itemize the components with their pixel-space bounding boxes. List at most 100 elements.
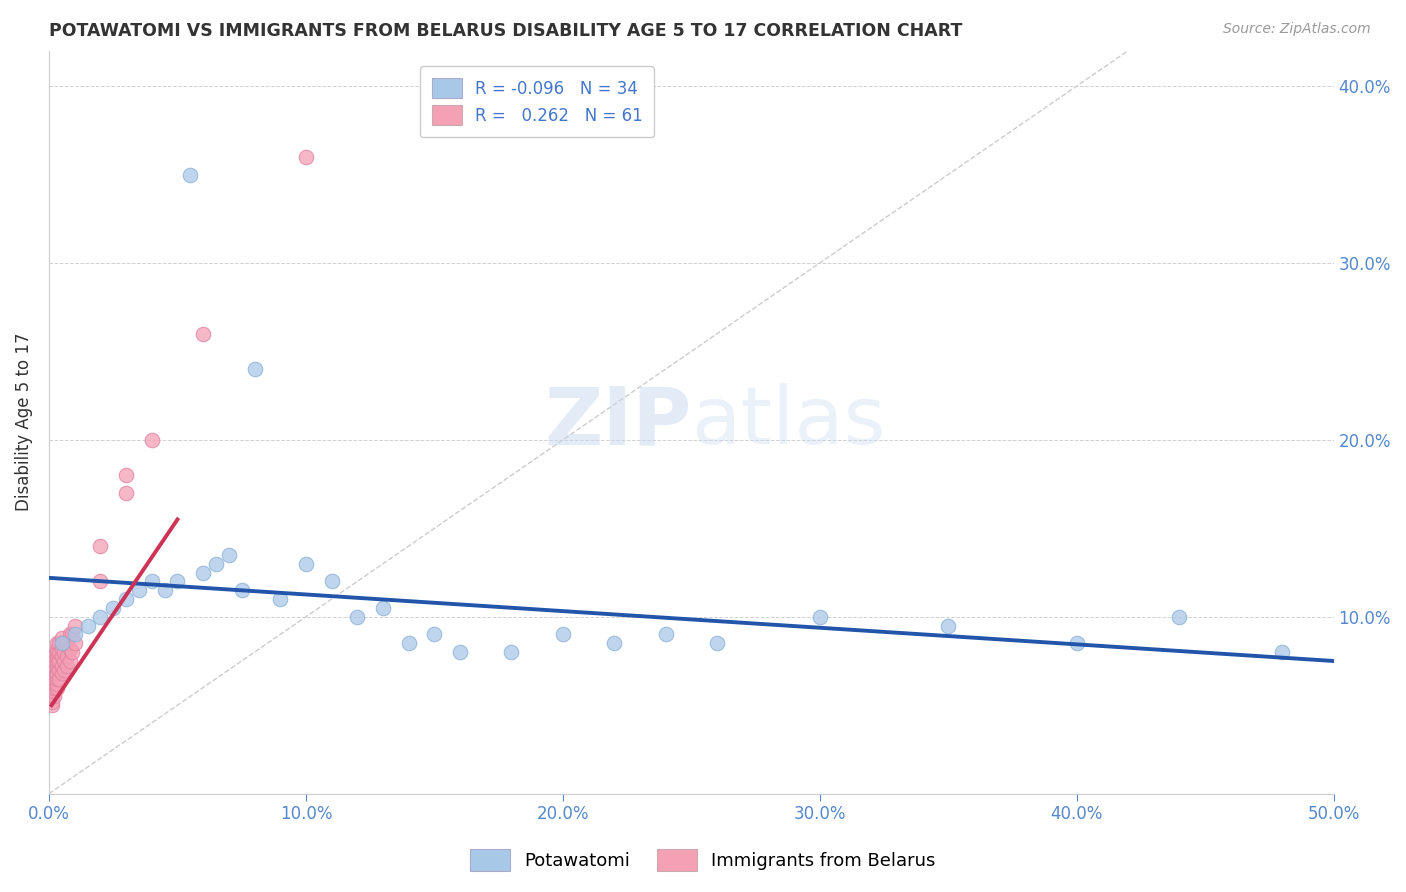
Point [42, 677, 65, 691]
Point [58, 641, 80, 656]
Text: atlas: atlas [692, 384, 886, 461]
Point [41, 698, 63, 713]
Legend: Potawatomi, Immigrants from Belarus: Potawatomi, Immigrants from Belarus [463, 842, 943, 879]
Point [76, 618, 98, 632]
Point [45, 677, 67, 691]
Point [41, 663, 63, 677]
Point [41, 666, 63, 681]
Point [41, 681, 63, 695]
Point [41, 690, 63, 704]
Point [45, 645, 67, 659]
Point [63, 618, 86, 632]
Point [42, 663, 65, 677]
Point [89, 609, 111, 624]
Point [321, 574, 343, 589]
Point [295, 150, 318, 164]
Point [936, 618, 959, 632]
Point [501, 645, 523, 659]
Legend: R = -0.096   N = 34, R =   0.262   N = 61: R = -0.096 N = 34, R = 0.262 N = 61 [420, 66, 654, 137]
Point [115, 592, 138, 607]
Point [42, 648, 65, 663]
Point [295, 557, 318, 571]
Point [51, 631, 73, 645]
Point [449, 645, 471, 659]
Point [1271, 645, 1294, 659]
Point [58, 627, 80, 641]
Point [231, 583, 253, 598]
Point [51, 659, 73, 673]
Point [42, 666, 65, 681]
Point [51, 636, 73, 650]
Point [41, 677, 63, 691]
Point [45, 654, 67, 668]
Point [56, 648, 79, 663]
Point [42, 654, 65, 668]
Point [45, 672, 67, 686]
Point [48, 672, 70, 686]
Point [63, 636, 86, 650]
Text: POTAWATOMI VS IMMIGRANTS FROM BELARUS DISABILITY AGE 5 TO 17 CORRELATION CHART: POTAWATOMI VS IMMIGRANTS FROM BELARUS DI… [49, 22, 963, 40]
Point [45, 636, 67, 650]
Point [346, 609, 368, 624]
Point [89, 574, 111, 589]
Point [191, 326, 214, 341]
Point [603, 636, 626, 650]
Point [42, 659, 65, 673]
Point [205, 557, 228, 571]
Point [808, 609, 831, 624]
Point [115, 486, 138, 500]
Point [41, 659, 63, 673]
Point [141, 433, 163, 447]
Point [53, 636, 76, 650]
Point [191, 566, 214, 580]
Point [551, 627, 574, 641]
Text: Source: ZipAtlas.com: Source: ZipAtlas.com [1223, 22, 1371, 37]
Point [706, 636, 728, 650]
Point [48, 663, 70, 677]
Point [1168, 609, 1191, 624]
Point [41, 672, 63, 686]
Point [269, 592, 291, 607]
Point [45, 641, 67, 656]
Point [56, 659, 79, 673]
Point [45, 659, 67, 673]
Point [41, 684, 63, 698]
Point [1066, 636, 1088, 650]
Point [398, 636, 420, 650]
Point [56, 636, 79, 650]
Point [51, 641, 73, 656]
Point [42, 672, 65, 686]
Point [48, 636, 70, 650]
Point [45, 666, 67, 681]
Point [166, 574, 188, 589]
Point [60, 645, 83, 659]
Point [103, 601, 125, 615]
Point [115, 468, 138, 483]
Point [42, 684, 65, 698]
Point [153, 583, 176, 598]
Point [89, 539, 111, 553]
Point [423, 627, 446, 641]
Point [48, 645, 70, 659]
Point [45, 648, 67, 663]
Point [141, 574, 163, 589]
Point [41, 695, 63, 709]
Text: ZIP: ZIP [544, 384, 692, 461]
Point [51, 666, 73, 681]
Point [218, 548, 240, 562]
Point [58, 654, 80, 668]
Point [179, 168, 201, 182]
Point [243, 362, 266, 376]
Point [42, 690, 65, 704]
Point [51, 648, 73, 663]
Point [60, 627, 83, 641]
Point [42, 681, 65, 695]
Point [53, 663, 76, 677]
Point [63, 627, 86, 641]
Point [48, 654, 70, 668]
Y-axis label: Disability Age 5 to 17: Disability Age 5 to 17 [15, 333, 32, 511]
Point [53, 645, 76, 659]
Point [53, 654, 76, 668]
Point [128, 583, 150, 598]
Point [45, 681, 67, 695]
